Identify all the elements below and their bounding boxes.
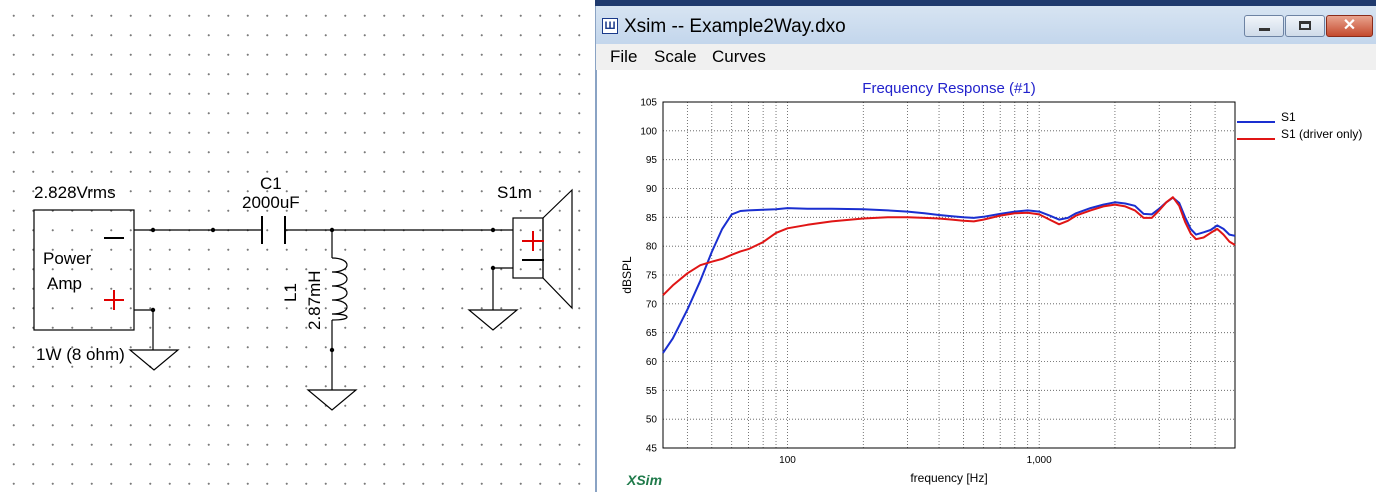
legend-label: S1 (1281, 110, 1296, 124)
y-tick-label: 100 (640, 126, 657, 137)
ground-symbol (467, 309, 519, 331)
y-tick-label: 65 (646, 328, 658, 339)
menu-bar: File Scale Curves (595, 44, 1376, 70)
junction-dot (329, 227, 335, 233)
y-tick-label: 55 (646, 386, 658, 397)
close-button[interactable]: ✕ (1326, 15, 1373, 37)
junction-dot (150, 307, 156, 313)
y-tick-label: 50 (646, 415, 658, 426)
plot-frame (662, 101, 1236, 449)
menu-file[interactable]: File (610, 47, 638, 66)
inductor-value: 2.87mH (305, 270, 324, 330)
title-bar[interactable]: Ш Xsim -- Example2Way.dxo ✕ (595, 6, 1376, 44)
y-tick-label: 80 (646, 242, 658, 253)
window-title: Xsim -- Example2Way.dxo (624, 16, 846, 37)
menu-scale[interactable]: Scale (654, 47, 697, 66)
xsim-watermark: XSim (626, 472, 662, 488)
ground-symbol (306, 389, 358, 411)
junction-dot (150, 227, 156, 233)
close-icon: ✕ (1342, 17, 1357, 34)
x-tick-label: 100 (779, 455, 796, 466)
menu-curves[interactable]: Curves (712, 47, 766, 66)
y-tick-label: 105 (640, 98, 657, 109)
y-tick-label: 45 (646, 444, 658, 455)
y-tick-label: 75 (646, 271, 658, 282)
series-line-2 (662, 196, 1236, 296)
xsim-app-icon[interactable]: Ш (602, 18, 618, 34)
minimize-button[interactable] (1244, 15, 1284, 37)
xsim-window[interactable]: Ш Xsim -- Example2Way.dxo ✕ File Scale C… (595, 0, 1376, 492)
y-tick-label: 90 (646, 184, 658, 195)
chart-title: Frequency Response (#1) (862, 80, 1035, 97)
inductor-coil (331, 257, 348, 321)
minimize-icon (1259, 28, 1270, 31)
amp-voltage-label: 2.828Vrms (34, 183, 116, 202)
ground-symbol (128, 349, 180, 371)
y-tick-label: 70 (646, 299, 658, 310)
capacitor-value: 2000uF (242, 193, 300, 212)
junction-dot (490, 265, 496, 271)
junction-dot (329, 347, 335, 353)
speaker-box[interactable] (512, 217, 544, 279)
legend-label: S1 (driver only) (1281, 127, 1362, 141)
y-tick-label: 95 (646, 155, 658, 166)
frequency-response-chart: 45 50 55 60 65 70 75 80 85 90 95 100 105 100 1,000 S1 S1… (620, 80, 1362, 488)
x-tick-label: 1,000 (1027, 455, 1052, 466)
taskbar-strip (595, 0, 1376, 6)
schematic-canvas[interactable]: 2.828Vrms Power Amp 1W (8 ohm) C1 2000uF… (0, 0, 595, 492)
y-axis-label: dBSPL (620, 256, 634, 294)
amp-power-label: 1W (8 ohm) (36, 345, 125, 364)
power-amp-box[interactable] (33, 209, 135, 331)
schematic-drawing: 2.828Vrms Power Amp 1W (8 ohm) C1 2000uF… (33, 174, 573, 411)
capacitor-name: C1 (260, 174, 282, 193)
junction-dot (210, 227, 216, 233)
speaker-cone (542, 188, 573, 310)
amp-label-line2: Amp (47, 274, 82, 293)
chart-area[interactable]: 45 50 55 60 65 70 75 80 85 90 95 100 105 100 1,000 S1 S1… (595, 70, 1376, 492)
speaker-name: S1m (497, 183, 532, 202)
inductor-name: L1 (281, 283, 300, 302)
amp-label-line1: Power (43, 249, 92, 268)
y-tick-label: 85 (646, 213, 658, 224)
maximize-button[interactable] (1285, 15, 1325, 37)
series-line-1 (662, 196, 1236, 354)
y-tick-label: 60 (646, 357, 658, 368)
junction-dot (490, 227, 496, 233)
maximize-icon (1299, 21, 1311, 30)
x-axis-label: frequency [Hz] (910, 471, 987, 485)
